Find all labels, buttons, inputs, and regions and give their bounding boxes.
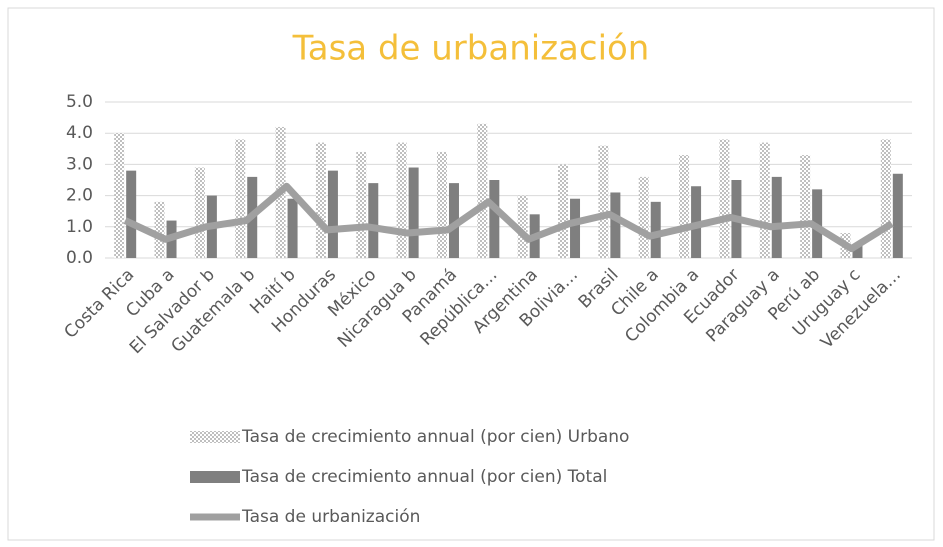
bar xyxy=(759,142,770,258)
y-tick-label: 0.0 xyxy=(66,248,93,268)
bar xyxy=(235,139,246,258)
legend-label: Tasa de crecimiento annual (por cien) To… xyxy=(241,467,607,487)
bar xyxy=(315,142,326,258)
bar xyxy=(368,183,379,258)
y-tick-label: 2.0 xyxy=(66,186,93,206)
bar xyxy=(448,183,459,258)
legend-label: Tasa de urbanización xyxy=(241,507,420,527)
legend-swatch xyxy=(190,471,240,483)
bar xyxy=(650,201,661,258)
bar xyxy=(477,123,488,258)
y-tick-label: 4.0 xyxy=(66,123,93,143)
bar xyxy=(154,201,165,258)
bar xyxy=(638,176,649,258)
bar xyxy=(892,173,903,258)
bar xyxy=(356,151,367,258)
bar xyxy=(489,180,500,258)
bar xyxy=(194,167,205,258)
bar xyxy=(126,170,137,258)
bar xyxy=(558,164,569,258)
legend-swatch xyxy=(190,431,240,443)
bar xyxy=(408,167,419,258)
bar xyxy=(771,176,782,258)
bar xyxy=(396,142,407,258)
bar xyxy=(852,245,863,258)
bar xyxy=(598,145,609,258)
bar xyxy=(287,198,298,258)
y-tick-label: 1.0 xyxy=(66,217,93,237)
legend-label: Tasa de crecimiento annual (por cien) Ur… xyxy=(241,427,629,447)
bar xyxy=(719,139,730,258)
bar xyxy=(880,139,891,258)
bar xyxy=(800,155,811,258)
line-series xyxy=(123,182,894,253)
bar xyxy=(436,151,447,258)
bar xyxy=(517,195,528,258)
bar xyxy=(327,170,338,258)
bar xyxy=(610,192,621,258)
y-tick-label: 3.0 xyxy=(66,154,93,174)
bar xyxy=(114,133,125,258)
bar xyxy=(570,198,581,258)
bar xyxy=(679,155,690,258)
y-tick-label: 5.0 xyxy=(66,92,93,112)
chart-title: Tasa de urbanización xyxy=(292,29,650,69)
chart-border xyxy=(7,7,935,541)
